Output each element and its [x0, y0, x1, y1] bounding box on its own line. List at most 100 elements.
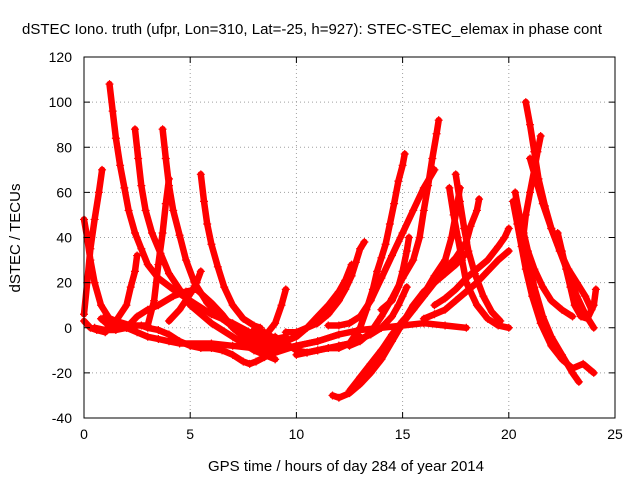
x-tick-label: 5: [186, 426, 194, 442]
data-point: [500, 233, 509, 242]
y-tick-label: 60: [56, 184, 72, 200]
data-point: [324, 321, 333, 330]
x-axis-label: GPS time / hours of day 284 of year 2014: [208, 458, 484, 475]
data-point: [458, 256, 467, 265]
data-point: [523, 247, 532, 256]
data-point: [345, 319, 354, 328]
data-point: [373, 267, 382, 276]
data-point: [538, 283, 547, 292]
data-point: [313, 346, 322, 355]
data-point: [130, 228, 139, 237]
data-point: [402, 283, 411, 292]
data-point: [213, 262, 222, 271]
y-tick-label: 120: [49, 49, 73, 65]
series-line: [554, 229, 600, 322]
data-point: [324, 344, 333, 353]
data-point: [430, 310, 439, 319]
data-point: [94, 188, 103, 197]
data-point: [260, 328, 269, 337]
data-point: [462, 323, 471, 332]
data-point: [385, 219, 394, 228]
y-tick-label: -40: [52, 410, 72, 426]
data-point: [164, 174, 173, 183]
data-point: [589, 368, 598, 377]
data-point: [532, 177, 541, 186]
data-point: [154, 260, 163, 269]
data-point: [356, 312, 365, 321]
x-tick-label: 20: [501, 426, 517, 442]
data-point: [249, 326, 258, 335]
data-point: [143, 260, 152, 269]
y-tick-label: 0: [64, 320, 72, 336]
data-point: [496, 316, 505, 325]
y-tick-label: 100: [49, 94, 73, 110]
data-point: [334, 296, 343, 305]
data-point: [430, 301, 439, 310]
data-point: [547, 224, 556, 233]
data-point: [509, 197, 518, 206]
data-point: [377, 253, 386, 262]
data-point: [568, 364, 577, 373]
data-point: [324, 310, 333, 319]
data-point: [387, 251, 396, 260]
data-point: [536, 131, 545, 140]
data-point: [483, 314, 492, 323]
data-point: [143, 323, 152, 332]
data-point: [271, 355, 280, 364]
data-point: [124, 206, 133, 215]
data-point: [96, 314, 105, 323]
data-point: [207, 344, 216, 353]
data-point: [175, 231, 184, 240]
y-axis-label: dSTEC / TECUs: [7, 184, 24, 293]
data-point: [377, 355, 386, 364]
data-point: [462, 287, 471, 296]
data-point: [441, 294, 450, 303]
data-point: [292, 328, 301, 337]
data-point: [271, 348, 280, 357]
data-point: [120, 183, 129, 192]
data-point: [249, 337, 258, 346]
data-point: [419, 206, 428, 215]
data-point: [228, 301, 237, 310]
data-point: [441, 305, 450, 314]
data-point: [441, 265, 450, 274]
data-point: [158, 125, 167, 134]
data-point: [441, 321, 450, 330]
data-point: [203, 219, 212, 228]
data-point: [466, 222, 475, 231]
data-point: [122, 301, 131, 310]
data-point: [133, 251, 142, 260]
series-line: [91, 319, 470, 354]
data-point: [181, 256, 190, 265]
data-point: [154, 326, 163, 335]
data-point: [387, 296, 396, 305]
chart-title: dSTEC Iono. truth (ufpr, Lon=310, Lat=-2…: [22, 21, 603, 38]
data-point: [169, 206, 178, 215]
data-point: [239, 335, 248, 344]
data-point: [164, 337, 173, 346]
data-point: [360, 238, 369, 247]
data-point: [281, 285, 290, 294]
data-point: [511, 188, 520, 197]
data-point: [169, 292, 178, 301]
data-point: [366, 296, 375, 305]
data-point: [334, 341, 343, 350]
data-point: [277, 301, 286, 310]
data-point: [398, 267, 407, 276]
data-point: [334, 393, 343, 402]
data-point: [154, 335, 163, 344]
data-point: [108, 107, 117, 116]
data-point: [402, 247, 411, 256]
data-point: [313, 319, 322, 328]
data-point: [143, 332, 152, 341]
data-point: [589, 301, 598, 310]
data-point: [356, 337, 365, 346]
data-series: [509, 197, 598, 377]
data-point: [186, 301, 195, 310]
data-point: [164, 316, 173, 325]
data-point: [409, 206, 418, 215]
data-point: [347, 271, 356, 280]
data-point: [164, 330, 173, 339]
data-point: [334, 330, 343, 339]
